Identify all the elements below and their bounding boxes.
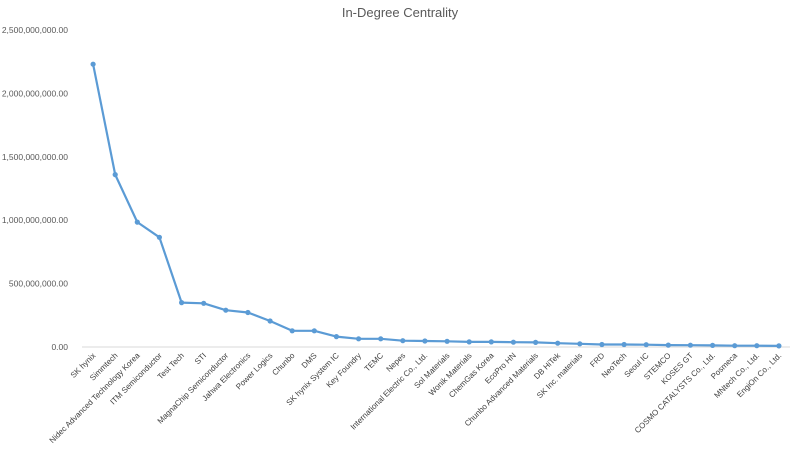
data-point xyxy=(577,341,583,347)
data-point xyxy=(444,338,450,344)
y-tick-label: 2,500,000,000.00 xyxy=(2,25,68,35)
data-point xyxy=(333,334,339,340)
data-point xyxy=(311,328,317,334)
data-point xyxy=(134,219,140,225)
data-point xyxy=(466,339,472,345)
chart-title: In-Degree Centrality xyxy=(341,5,459,20)
x-tick-label: Nidec Advanced Technology Korea xyxy=(48,351,142,445)
data-point xyxy=(156,234,162,240)
data-point xyxy=(289,328,295,334)
data-point xyxy=(754,343,760,349)
y-tick-label: 500,000,000.00 xyxy=(9,279,68,289)
y-tick-label: 0.00 xyxy=(51,342,68,352)
data-point xyxy=(356,336,362,342)
y-tick-label: 2,000,000,000.00 xyxy=(2,88,68,98)
data-point xyxy=(710,342,716,348)
data-point xyxy=(732,343,738,349)
data-point xyxy=(201,300,207,306)
data-point xyxy=(776,343,782,349)
x-tick-label: TEMC xyxy=(363,351,386,374)
series-line xyxy=(92,63,779,347)
data-point xyxy=(267,318,273,324)
x-tick-label: FRD xyxy=(588,351,606,369)
data-point xyxy=(90,61,96,67)
data-point xyxy=(488,339,494,345)
x-tick-label: STI xyxy=(193,351,208,366)
data-point xyxy=(510,339,516,345)
y-tick-label: 1,000,000,000.00 xyxy=(2,215,68,225)
x-tick-label: Chunbo xyxy=(270,351,297,378)
x-tick-label: DMS xyxy=(300,351,319,370)
data-point xyxy=(112,172,118,178)
data-point xyxy=(621,341,627,348)
data-point xyxy=(555,340,561,346)
data-point xyxy=(400,338,406,344)
data-point xyxy=(643,342,649,348)
data-point xyxy=(599,341,605,348)
data-point xyxy=(422,338,428,344)
data-point xyxy=(245,309,251,316)
data-point xyxy=(687,342,694,348)
data-point xyxy=(223,307,229,313)
data-point xyxy=(179,300,185,306)
data-point xyxy=(378,336,384,342)
data-point xyxy=(665,342,671,348)
y-tick-label: 1,500,000,000.00 xyxy=(2,152,68,162)
data-point xyxy=(533,339,539,345)
